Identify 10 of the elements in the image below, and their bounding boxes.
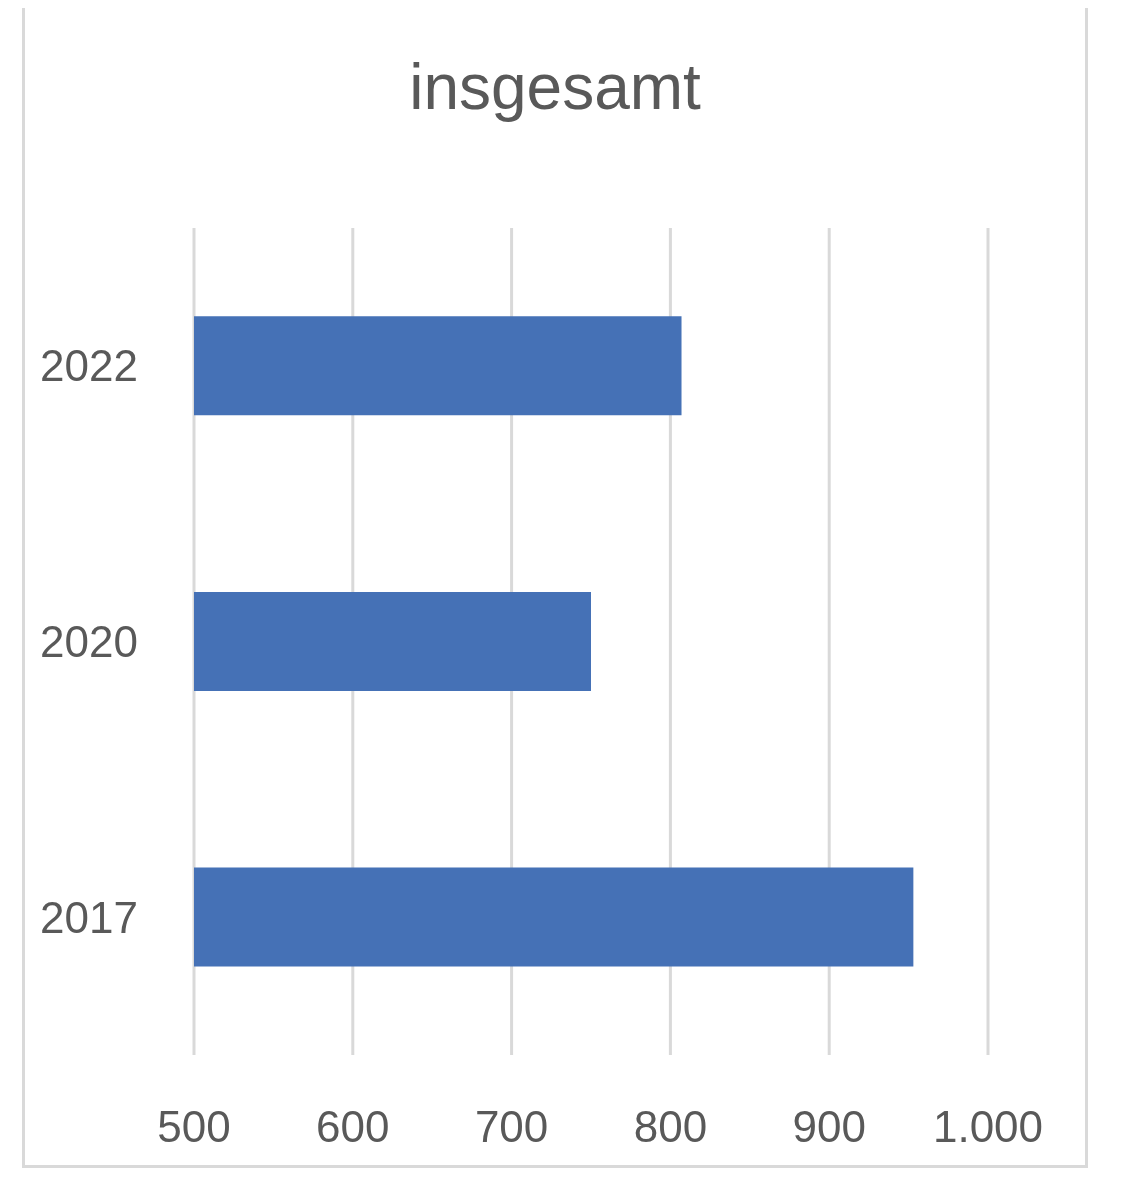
chart-title: insgesamt <box>408 50 702 124</box>
x-tick-label: 700 <box>474 1102 549 1152</box>
x-tick-label: 1.000 <box>932 1102 1044 1152</box>
y-tick-label: 2017 <box>40 892 138 942</box>
x-tick-label: 500 <box>157 1102 231 1152</box>
x-tick-label: 600 <box>316 1102 390 1152</box>
y-tick-label: 2020 <box>40 617 138 667</box>
x-tick-label: 800 <box>633 1102 708 1152</box>
x-tick-label: 900 <box>792 1102 866 1152</box>
y-tick-label: 2022 <box>40 341 138 391</box>
